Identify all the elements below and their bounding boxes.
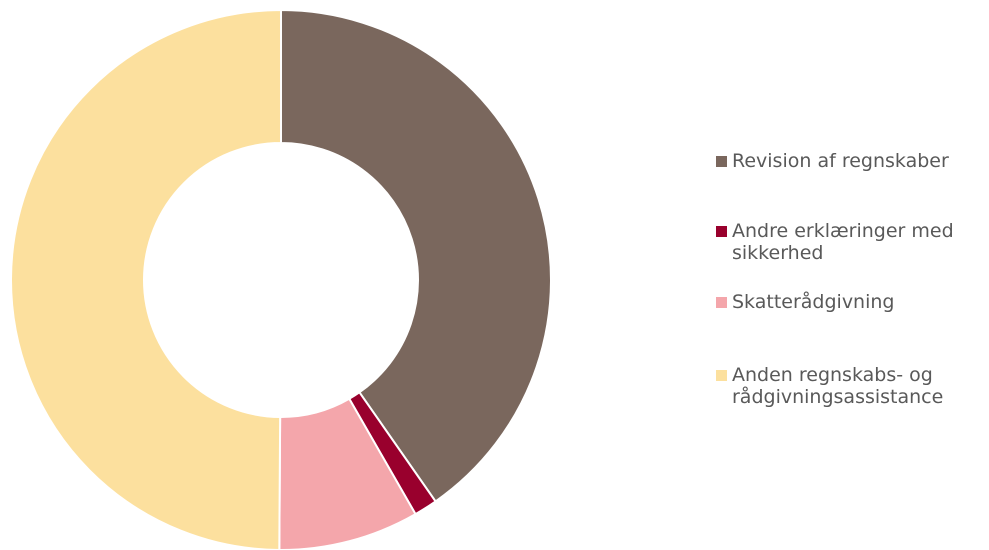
legend-label-anden-regnskabs: Anden regnskabs- og rådgivningsassistanc… xyxy=(732,364,944,408)
legend-item-anden-regnskabs: Anden regnskabs- og rådgivningsassistanc… xyxy=(716,364,982,408)
legend-label-revision: Revision af regnskaber xyxy=(732,150,949,172)
legend-item-skatteraadgivning: Skatterådgivning xyxy=(716,291,982,313)
legend-item-revision: Revision af regnskaber xyxy=(716,150,982,172)
legend-item-andre-erklaeringer: Andre erklæringer med sikkerhed xyxy=(716,220,982,264)
legend-swatch-anden-regnskabs xyxy=(716,370,727,381)
legend-swatch-andre-erklaeringer xyxy=(716,226,727,237)
legend-label-skatteraadgivning: Skatterådgivning xyxy=(732,291,895,313)
legend-label-andre-erklaeringer: Andre erklæringer med sikkerhed xyxy=(732,220,954,264)
legend-swatch-skatteraadgivning xyxy=(716,297,727,308)
legend-swatch-revision xyxy=(716,156,727,167)
donut-slices xyxy=(9,8,552,550)
donut-slice-anden-regnskabs xyxy=(9,8,282,550)
donut-slice-revision xyxy=(280,8,552,503)
